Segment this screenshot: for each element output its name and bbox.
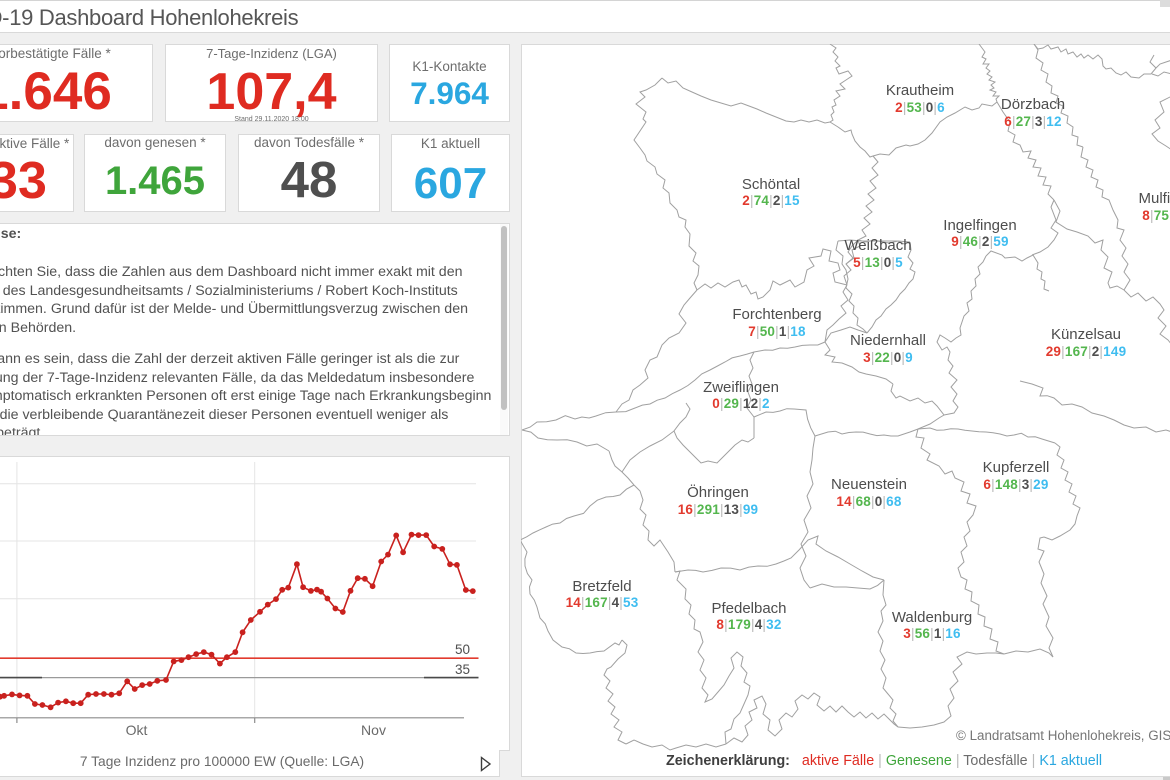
svg-text:35: 35 [455,662,470,677]
svg-text:50: 50 [455,642,470,657]
svg-text:Nov: Nov [361,722,386,738]
svg-text:Okt: Okt [126,722,148,738]
